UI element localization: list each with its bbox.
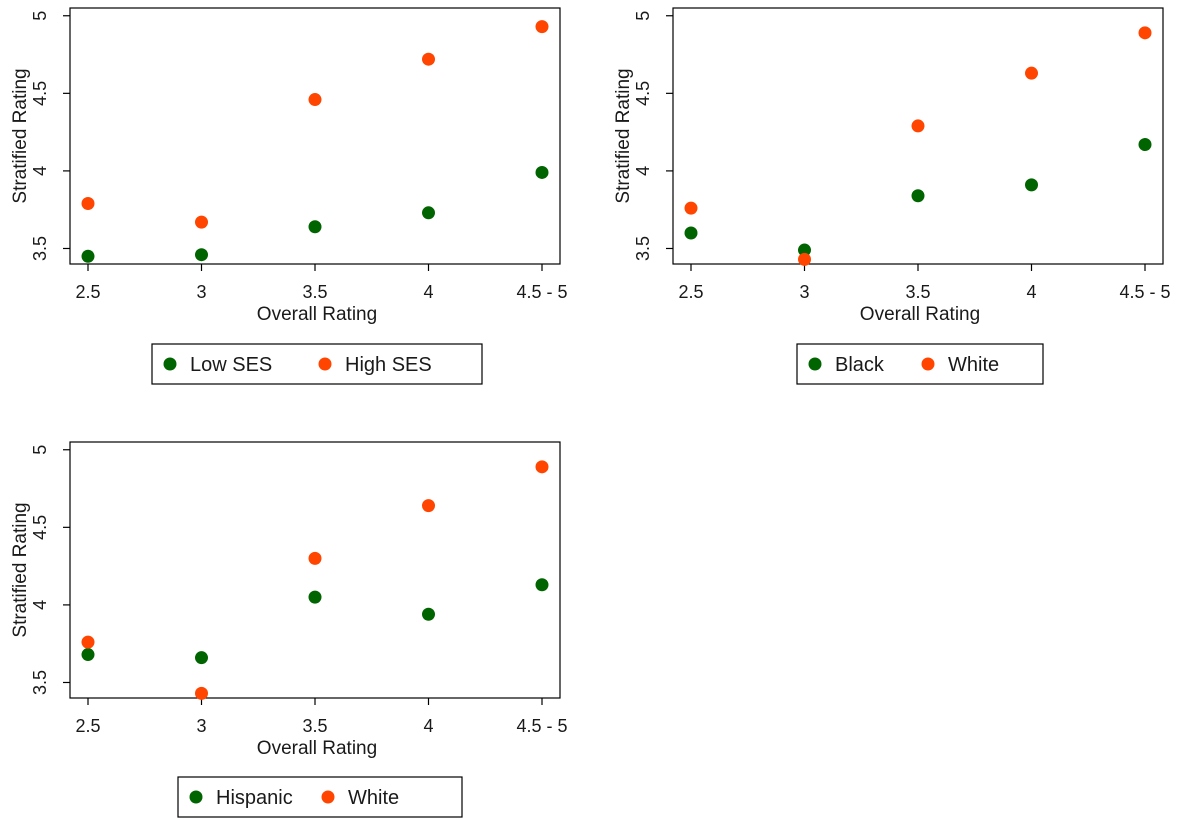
y-tick-label: 5 [30, 11, 50, 21]
data-point-white [911, 119, 925, 133]
legend: Black White [796, 343, 1044, 385]
chart-panel-2: 3.5 4 4.5 5 2.5 3 3.5 4 4.5 - 5 Overall Rating Str… [613, 7, 1171, 385]
x-tick-label: 3.5 [905, 282, 930, 302]
plot-frame [672, 7, 1164, 265]
data-point-white [195, 686, 208, 700]
x-tick-label: 2.5 [678, 282, 703, 302]
legend-marker [808, 357, 822, 371]
legend-marker [189, 790, 203, 804]
legend-label: White [948, 354, 999, 376]
x-tick-label: 4.5 - 5 [516, 282, 567, 302]
y-axis-title: Stratified Rating [613, 68, 634, 203]
x-tick-label: 4 [423, 716, 433, 736]
y-tick-label: 5 [633, 11, 653, 21]
x-axis-title: Overall Rating [860, 304, 980, 325]
data-point-white [308, 551, 322, 565]
legend-marker [321, 790, 335, 804]
data-point-hispanic [535, 578, 549, 592]
x-axis-title: Overall Rating [257, 304, 377, 325]
y-tick-label: 4 [30, 166, 50, 176]
x-tick-label: 4.5 - 5 [516, 716, 567, 736]
data-point-high-ses [422, 52, 435, 66]
y-axis-title: Stratified Rating [10, 68, 31, 203]
x-tick-label: 3 [196, 716, 206, 736]
y-tick-label: 3.5 [30, 236, 50, 261]
plot-frame [69, 441, 561, 699]
x-tick-label: 4 [1026, 282, 1036, 302]
legend-label: High SES [345, 354, 432, 376]
data-point-hispanic [422, 607, 435, 621]
data-point-low-ses [195, 248, 208, 262]
legend-box [177, 776, 463, 818]
data-point-low-ses [81, 249, 95, 263]
data-point-black [1138, 138, 1152, 152]
data-point-high-ses [535, 20, 549, 34]
data-point-high-ses [195, 215, 208, 229]
x-tick-label: 2.5 [75, 282, 100, 302]
data-point-black [911, 189, 925, 203]
data-point-black [684, 226, 698, 240]
y-tick-label: 4.5 [633, 81, 653, 106]
legend-label: White [348, 787, 399, 809]
y-tick-label: 4.5 [30, 515, 50, 540]
data-point-hispanic [308, 590, 322, 604]
data-point-high-ses [308, 93, 322, 107]
x-tick-label: 3.5 [302, 716, 327, 736]
data-point-white [1138, 26, 1152, 40]
x-axis-title: Overall Rating [257, 738, 377, 759]
legend-label: Hispanic [216, 787, 293, 809]
legend-marker [163, 357, 177, 371]
legend: Hispanic White [177, 776, 463, 818]
x-tick-label: 2.5 [75, 716, 100, 736]
y-tick-label: 4.5 [30, 81, 50, 106]
data-point-low-ses [308, 220, 322, 234]
legend-marker [921, 357, 935, 371]
legend-label: Low SES [190, 354, 272, 376]
legend-box [151, 343, 483, 385]
data-point-high-ses [81, 196, 95, 210]
chart-panel-3: 3.5 4 4.5 5 2.5 3 3.5 4 4.5 - 5 Overall Rating Str… [10, 441, 568, 818]
data-point-low-ses [422, 206, 435, 220]
data-point-white [422, 499, 435, 513]
data-point-low-ses [535, 165, 549, 179]
data-point-white [81, 635, 95, 649]
data-point-hispanic [195, 651, 208, 665]
data-point-white [535, 460, 549, 474]
y-tick-label: 5 [30, 445, 50, 455]
data-point-white [1025, 66, 1038, 80]
data-point-hispanic [81, 648, 95, 662]
y-tick-label: 3.5 [30, 670, 50, 695]
x-tick-label: 4 [423, 282, 433, 302]
legend-marker [318, 357, 332, 371]
legend: Low SES High SES [151, 343, 483, 385]
x-tick-label: 4.5 - 5 [1119, 282, 1170, 302]
chart-panel-1: 3.5 4 4.5 5 2.5 3 3.5 4 4.5 - 5 Overall Rating Str… [10, 7, 568, 385]
x-tick-label: 3.5 [302, 282, 327, 302]
data-point-black [1025, 178, 1038, 192]
legend-label: Black [835, 354, 885, 376]
x-tick-label: 3 [799, 282, 809, 302]
data-point-white [798, 252, 811, 266]
y-axis-title: Stratified Rating [10, 502, 31, 637]
data-point-white [684, 201, 698, 215]
y-tick-label: 3.5 [633, 236, 653, 261]
y-tick-label: 4 [633, 166, 653, 176]
data-point-black [798, 243, 811, 257]
legend-box [796, 343, 1044, 385]
y-tick-label: 4 [30, 600, 50, 610]
x-tick-label: 3 [196, 282, 206, 302]
